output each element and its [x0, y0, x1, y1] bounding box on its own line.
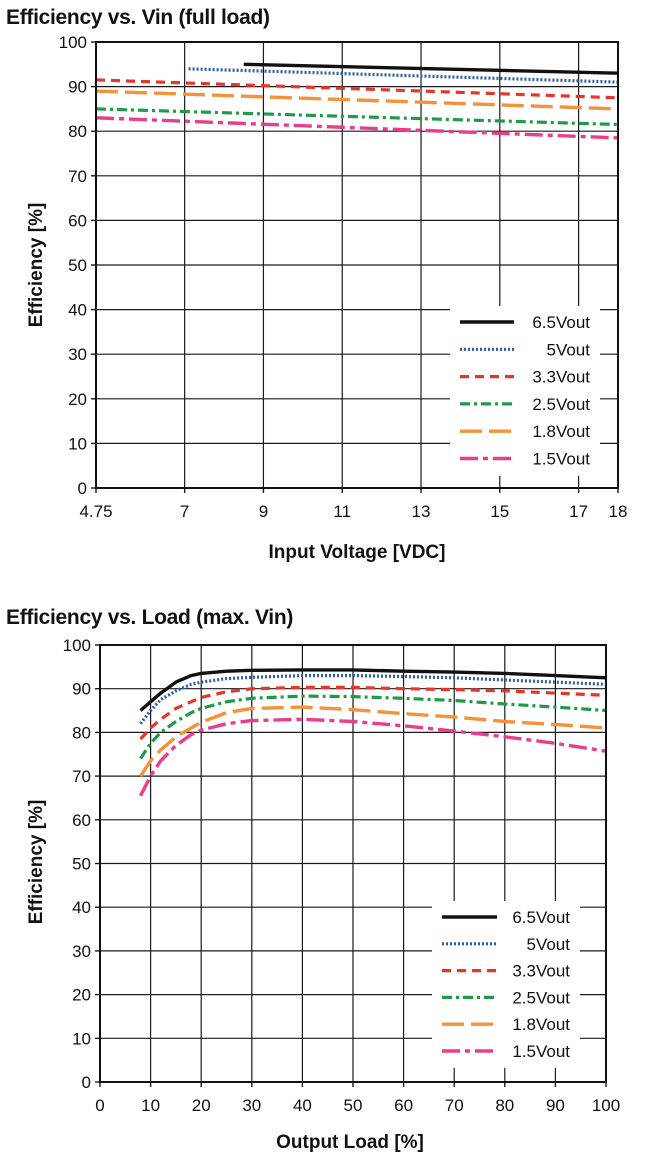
series-line-1-8vout — [95, 89, 619, 111]
y-tick-label: 30 — [72, 942, 91, 961]
x-tick-label: 80 — [495, 1096, 514, 1115]
plot-frame — [99, 644, 607, 1083]
x-tick-label: 0 — [95, 1096, 104, 1115]
y-tick-label: 20 — [68, 390, 87, 409]
series-line-3-3vout — [95, 78, 619, 100]
legend-label: 3.3Vout — [512, 962, 570, 981]
legend-label: 6.5Vout — [532, 313, 590, 332]
x-tick-label: 100 — [592, 1096, 620, 1115]
x-tick-label: 50 — [344, 1096, 363, 1115]
y-tick-label: 100 — [63, 636, 91, 655]
legend-label: 5Vout — [547, 340, 591, 359]
y-tick-label: 90 — [68, 78, 87, 97]
x-tick-label: 70 — [445, 1096, 464, 1115]
series-line-6-5vout — [243, 62, 619, 75]
y-tick-label: 50 — [72, 855, 91, 874]
legend-label: 1.8Vout — [532, 422, 590, 441]
legend-background — [450, 306, 600, 476]
series-line-1-5vout — [138, 717, 607, 797]
y-axis-label: Efficiency [%] — [26, 800, 47, 925]
x-tick-label: 18 — [609, 502, 628, 521]
series-line-6-5vout — [139, 668, 607, 712]
x-tick-label: 9 — [259, 502, 268, 521]
x-tick-label: 90 — [546, 1096, 565, 1115]
y-tick-label: 0 — [82, 1073, 91, 1092]
legend-label: 3.3Vout — [532, 368, 590, 387]
legend-label: 5Vout — [527, 935, 571, 954]
x-axis-label: Output Load [%] — [276, 1132, 424, 1153]
y-axis-label: Efficiency [%] — [26, 203, 47, 328]
series-line-2-5vout — [95, 107, 619, 127]
x-tick-label: 4.75 — [79, 502, 112, 521]
y-tick-label: 20 — [72, 986, 91, 1005]
x-tick-label: 7 — [180, 502, 189, 521]
legend-label: 1.8Vout — [512, 1015, 570, 1034]
y-tick-label: 70 — [68, 167, 87, 186]
legend: 6.5Vout 5Vout 3.3Vout 2.5Vout 1.8Vout 1.5Vout — [450, 306, 600, 476]
y-tick-label: 60 — [72, 811, 91, 830]
x-tick-label: 40 — [293, 1096, 312, 1115]
x-tick-label: 20 — [192, 1096, 211, 1115]
series-line-1-8vout — [139, 705, 607, 778]
series-line-1-5vout — [95, 116, 619, 140]
x-tick-label: 17 — [569, 502, 588, 521]
legend-label: 2.5Vout — [532, 395, 590, 414]
y-tick-label: 60 — [68, 211, 87, 230]
legend-label: 6.5Vout — [512, 908, 570, 927]
x-axis-label: Input Voltage [VDC] — [269, 542, 446, 563]
y-tick-label: 10 — [68, 434, 87, 453]
y-tick-label: 100 — [59, 33, 87, 52]
chart-title-vin: Efficiency vs. Vin (full load) — [6, 6, 270, 29]
x-tick-label: 15 — [490, 502, 509, 521]
series-line-5vout — [139, 674, 607, 725]
x-tick-label: 10 — [141, 1096, 160, 1115]
legend-label: 1.5Vout — [512, 1042, 570, 1061]
y-tick-label: 90 — [72, 680, 91, 699]
y-tick-label: 80 — [72, 723, 91, 742]
y-tick-label: 40 — [68, 301, 87, 320]
legend: 6.5Vout 5Vout 3.3Vout 2.5Vout 1.8Vout 1.5Vout — [432, 901, 580, 1068]
x-tick-label: 60 — [394, 1096, 413, 1115]
chart-efficiency-vs-load: 0 10 20 30 40 50 60 70 80 90 100 0 10 20 30 40 50 60 70 80 9… — [26, 636, 620, 1153]
y-tick-label: 30 — [68, 345, 87, 364]
chart-efficiency-vs-vin: 0 10 20 30 40 50 60 70 80 90 100 4.75 7 9 11 13 15 17 18 6.… — [26, 33, 627, 563]
legend-label: 2.5Vout — [512, 988, 570, 1007]
y-tick-label: 0 — [78, 479, 87, 498]
legend-background — [432, 901, 580, 1068]
y-tick-label: 10 — [72, 1029, 91, 1048]
series-line-3-3vout — [139, 685, 607, 741]
x-tick-label: 11 — [333, 502, 351, 521]
y-tick-label: 40 — [72, 898, 91, 917]
series-line-2-5vout — [139, 694, 607, 760]
x-tick-label: 30 — [242, 1096, 261, 1115]
x-tick-label: 13 — [412, 502, 431, 521]
y-tick-label: 80 — [68, 122, 87, 141]
chart-title-load: Efficiency vs. Load (max. Vin) — [6, 606, 294, 629]
legend-label: 1.5Vout — [532, 450, 590, 469]
y-tick-label: 70 — [72, 767, 91, 786]
plot-frame — [95, 41, 619, 489]
y-tick-label: 50 — [68, 256, 87, 275]
